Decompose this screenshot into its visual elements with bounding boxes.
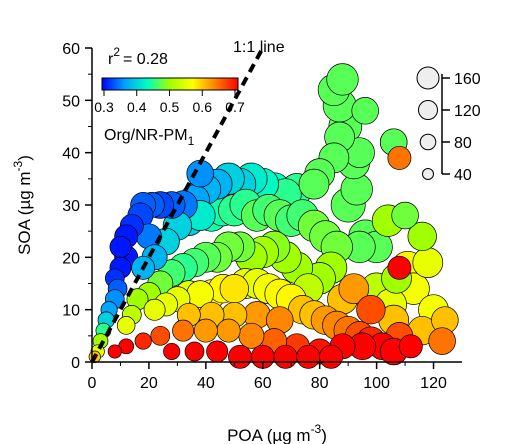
color-scale-legend: 0.3 0.4 0.5 0.6 0.7 Org/NR-PM1 (94, 77, 245, 148)
y-tick-label: 10 (62, 303, 80, 320)
data-point (387, 255, 412, 280)
data-point (298, 168, 330, 200)
x-tick-label: 20 (140, 375, 158, 392)
one-to-one-label: 1:1 line (233, 39, 285, 56)
size-legend-marker (422, 168, 434, 180)
data-point (412, 247, 444, 278)
color-scale-bar (101, 77, 239, 91)
data-point (109, 235, 132, 258)
data-point (116, 316, 136, 335)
x-tick-label: 60 (254, 375, 272, 392)
color-scale-tick-label: 0.3 (94, 99, 114, 115)
y-tick-label: 20 (62, 250, 80, 267)
data-point (326, 63, 359, 96)
data-point (193, 318, 218, 343)
data-points (88, 63, 459, 369)
color-scale-tick-label: 0.4 (127, 99, 147, 115)
y-tick-label: 60 (62, 41, 80, 58)
size-legend: 160 120 80 40 (416, 66, 481, 184)
x-tick-label: 80 (311, 375, 329, 392)
data-point (134, 332, 152, 350)
data-point (387, 145, 412, 170)
y-axis-title: SOA (µg m-3) (11, 155, 34, 255)
data-point (163, 342, 181, 361)
size-legend-label: 40 (454, 167, 472, 184)
color-scale-tick-label: 0.6 (193, 99, 213, 115)
data-point (143, 298, 166, 321)
data-point (428, 327, 456, 355)
x-tick-label: 40 (197, 375, 215, 392)
r-squared-annotation: r2 = 0.28 (108, 45, 168, 68)
y-tick-label: 30 (62, 198, 80, 215)
data-point (296, 344, 321, 369)
data-point (407, 221, 437, 252)
size-legend-marker (416, 66, 440, 90)
data-point (398, 334, 423, 359)
data-point (238, 322, 265, 349)
color-scale-tick-label: 0.5 (160, 99, 180, 115)
x-tick-label: 0 (88, 375, 97, 392)
color-scale-ticks: 0.3 0.4 0.5 0.6 0.7 (94, 90, 245, 115)
data-point (351, 97, 379, 125)
color-scale-title: Org/NR-PM1 (104, 127, 195, 148)
data-point (172, 319, 195, 342)
y-tick-label: 0 (71, 355, 80, 372)
data-point (206, 340, 229, 363)
data-point (319, 344, 344, 369)
data-point (391, 201, 419, 230)
y-tick-label: 40 (62, 146, 80, 163)
x-tick-label: 120 (420, 375, 447, 392)
data-point (228, 344, 252, 369)
data-point (356, 295, 386, 325)
y-ticks: 0 10 20 30 40 50 60 (62, 41, 92, 372)
size-legend-label: 120 (454, 103, 481, 120)
x-tick-label: 100 (363, 375, 390, 392)
size-legend-label: 160 (454, 71, 481, 88)
color-scale-tick-label: 0.7 (225, 99, 245, 115)
size-legend-label: 80 (454, 135, 472, 152)
y-tick-label: 50 (62, 93, 80, 110)
data-point (338, 273, 370, 305)
x-ticks: 0 20 40 60 80 100 120 (88, 362, 447, 392)
data-point (219, 274, 249, 304)
x-axis-title: POA (µg m-3) (227, 422, 327, 444)
data-point (216, 318, 241, 343)
data-point (184, 341, 205, 362)
data-point (150, 325, 171, 346)
size-legend-marker (418, 100, 438, 120)
data-point (273, 344, 298, 369)
size-legend-marker (419, 133, 437, 151)
data-point (107, 344, 122, 359)
